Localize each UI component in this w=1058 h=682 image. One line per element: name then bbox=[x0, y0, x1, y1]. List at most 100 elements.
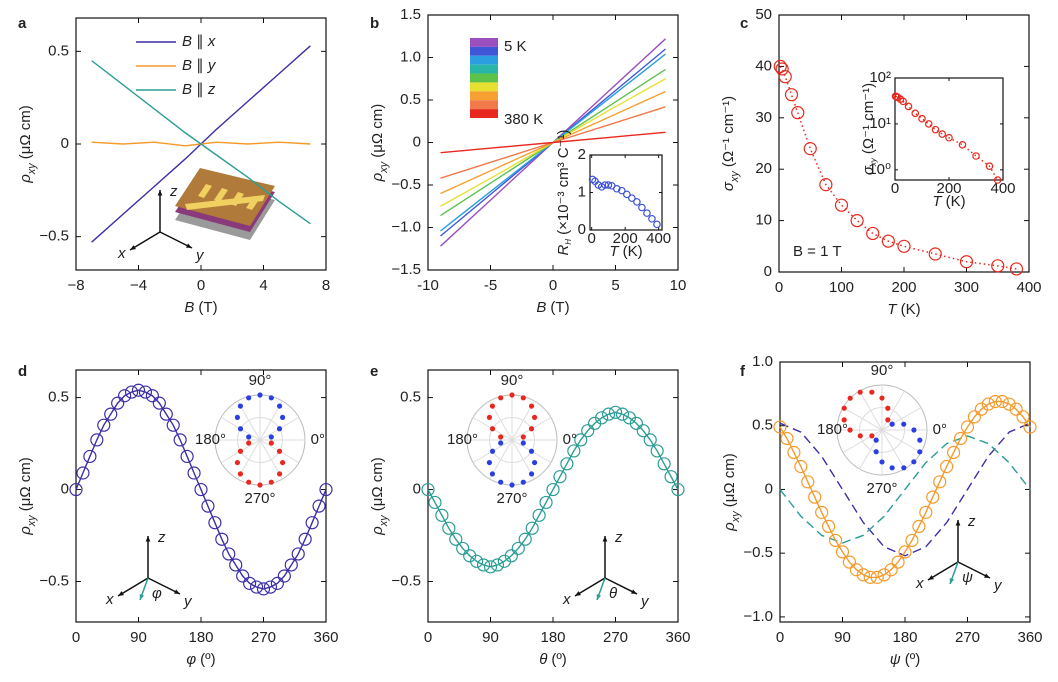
data-point bbox=[312, 499, 326, 513]
y-tick-label: −0.5 bbox=[743, 544, 773, 561]
data-point bbox=[159, 407, 173, 421]
triad-label: z bbox=[614, 529, 623, 546]
polar-point bbox=[276, 448, 283, 454]
y-tick-label: 40 bbox=[755, 57, 772, 74]
y-tick-label: 20 bbox=[755, 160, 772, 177]
polar-point bbox=[869, 389, 875, 395]
y-tick-label: 30 bbox=[755, 109, 772, 126]
x-tick-label: 0 bbox=[588, 230, 596, 247]
polar-angle-label: 270° bbox=[866, 480, 897, 497]
data-point bbox=[291, 547, 305, 561]
data-point bbox=[581, 424, 595, 438]
polar-point bbox=[509, 392, 515, 398]
label-unit: (μΩ cm) bbox=[369, 104, 386, 158]
panel-letter: e bbox=[370, 363, 378, 380]
data-point bbox=[470, 554, 484, 568]
axis-label: φ (º) bbox=[186, 651, 215, 668]
x-tick-label: 90 bbox=[482, 629, 499, 646]
data-point bbox=[643, 209, 651, 217]
polar-angle-label: 90° bbox=[501, 372, 524, 389]
x-tick-label: 200 bbox=[613, 230, 638, 247]
label-unit: (T) bbox=[550, 299, 569, 316]
label-unit: (º) bbox=[551, 651, 566, 668]
label-symbol: σ bbox=[860, 165, 877, 175]
data-point bbox=[960, 420, 975, 434]
polar-point bbox=[885, 417, 891, 423]
label-subscript: xy bbox=[729, 170, 741, 184]
y-tick-label: 1.0 bbox=[400, 48, 421, 65]
polar-point bbox=[857, 433, 863, 439]
polar-angle-label: 0° bbox=[933, 421, 947, 438]
axis-label: σxy (Ω⁻¹ cm⁻¹) bbox=[860, 83, 878, 175]
data-point bbox=[849, 563, 863, 577]
data-point bbox=[993, 176, 1002, 184]
polar-point bbox=[879, 395, 885, 401]
polar-point bbox=[486, 414, 493, 421]
polar-point bbox=[489, 448, 496, 454]
polar-point bbox=[901, 465, 907, 471]
x-tick-label: −8 bbox=[67, 277, 84, 294]
axis-label: ρxy (μΩ cm) bbox=[17, 105, 38, 184]
data-point bbox=[995, 394, 1009, 409]
x-tick-label: 200 bbox=[936, 180, 961, 197]
label-symbol: ρ bbox=[369, 172, 386, 182]
data-point bbox=[650, 444, 664, 458]
data-point bbox=[636, 424, 650, 438]
data-point bbox=[648, 214, 656, 223]
label-unit: (K) bbox=[901, 301, 921, 318]
polar-point bbox=[911, 427, 917, 433]
polar-point bbox=[885, 405, 891, 411]
panel-letter: a bbox=[18, 15, 27, 32]
axis-label: B (T) bbox=[536, 299, 569, 316]
polar-point bbox=[873, 437, 879, 443]
data-point bbox=[442, 521, 456, 535]
data-point bbox=[504, 549, 518, 563]
data-point bbox=[595, 411, 609, 425]
triad-label: y bbox=[195, 247, 205, 264]
x-tick-label: 270 bbox=[955, 629, 980, 646]
polar-point bbox=[489, 426, 496, 432]
data-point bbox=[815, 505, 829, 519]
data-point bbox=[972, 152, 980, 160]
x-tick-label: 4 bbox=[259, 277, 267, 294]
series-line bbox=[427, 411, 679, 568]
x-tick-label: 200 bbox=[891, 279, 916, 296]
y-tick-label: 0.5 bbox=[48, 42, 69, 59]
data-point bbox=[236, 569, 250, 583]
polar-point bbox=[520, 440, 526, 446]
label-symbol: T bbox=[932, 193, 943, 210]
plot-frame bbox=[778, 14, 1030, 273]
triad-angle: φ bbox=[152, 585, 162, 602]
data-point bbox=[784, 88, 799, 102]
y-tick-label: 10⁰ bbox=[868, 161, 891, 178]
axis-label: T (K) bbox=[887, 301, 920, 318]
series-line bbox=[91, 60, 311, 225]
label-unit: (μΩ cm) bbox=[17, 105, 34, 159]
polar-point bbox=[268, 479, 274, 485]
x-tick-label: 360 bbox=[665, 629, 690, 646]
legend-label: B ∥ z bbox=[182, 81, 216, 98]
polar-point bbox=[257, 392, 263, 398]
triad-axis bbox=[159, 231, 193, 249]
polar-angle-label: 270° bbox=[496, 490, 527, 507]
y-tick-label: 10² bbox=[869, 69, 891, 86]
data-point bbox=[905, 533, 919, 548]
polar-point bbox=[486, 459, 493, 466]
data-point bbox=[928, 247, 942, 261]
data-point bbox=[574, 433, 588, 447]
polar-point bbox=[279, 414, 286, 421]
triad-label: y bbox=[183, 593, 193, 610]
colorbar-swatch bbox=[470, 109, 498, 118]
x-tick-label: 90 bbox=[834, 629, 851, 646]
polar-point bbox=[268, 440, 274, 446]
label-subscript: xy bbox=[730, 510, 742, 524]
label-unit: (º) bbox=[200, 651, 215, 668]
data-point bbox=[778, 70, 792, 84]
triad-arrowhead bbox=[928, 575, 934, 580]
polar-point bbox=[237, 403, 244, 409]
data-point bbox=[539, 495, 553, 510]
data-point bbox=[931, 125, 940, 134]
y-tick-label: 0 bbox=[765, 480, 773, 497]
data-point bbox=[775, 62, 789, 76]
device-sketch bbox=[175, 168, 275, 240]
